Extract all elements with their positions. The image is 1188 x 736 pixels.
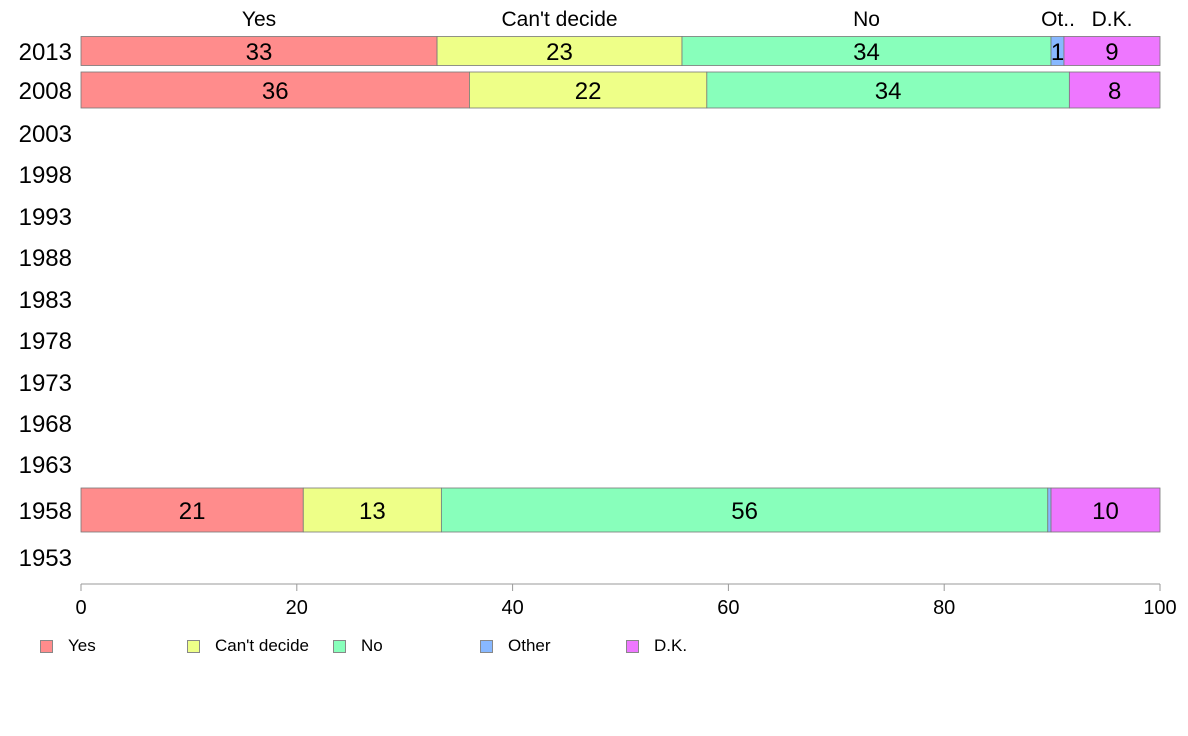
legend-swatch-no xyxy=(333,639,346,653)
y-tick-label: 2003 xyxy=(19,121,72,148)
top-segment-label: Yes xyxy=(242,8,276,31)
legend-item-other: Other xyxy=(480,636,551,656)
x-tick-label: 0 xyxy=(75,597,86,619)
data-label: 56 xyxy=(731,498,758,525)
legend-item-yes: Yes xyxy=(40,636,96,656)
x-tick-label: 40 xyxy=(501,597,523,619)
y-tick-label: 1963 xyxy=(19,452,72,479)
legend-swatch-yes xyxy=(40,639,53,653)
legend-swatch-dk xyxy=(626,639,639,653)
bar-yes-2013 xyxy=(80,36,438,66)
x-tick-label: 20 xyxy=(286,597,308,619)
x-tick-label: 80 xyxy=(933,597,955,619)
y-tick-label: 1973 xyxy=(19,370,72,397)
top-segment-label: Ot.. xyxy=(1041,8,1075,31)
y-tick-label: 1953 xyxy=(19,545,72,572)
data-label: 33 xyxy=(246,39,273,66)
y-tick-label: 1988 xyxy=(19,245,72,272)
bar-d-k-2008 xyxy=(1068,71,1161,109)
bar-no-1958 xyxy=(440,487,1049,533)
bar-yes-1958 xyxy=(80,487,304,533)
x-tick-label: 100 xyxy=(1143,597,1176,619)
y-tick-label: 2008 xyxy=(19,78,72,105)
top-segment-label: Can't decide xyxy=(501,8,617,31)
data-label: 1 xyxy=(1051,39,1064,66)
y-tick-label: 1998 xyxy=(19,162,72,189)
legend-label-yes: Yes xyxy=(68,636,96,655)
legend-label-other: Other xyxy=(508,636,551,655)
y-tick-label: 1968 xyxy=(19,411,72,438)
y-tick-label: 1978 xyxy=(19,328,72,355)
data-label: 36 xyxy=(262,78,289,105)
legend-item-no: No xyxy=(333,636,383,656)
bar-d-k-2013 xyxy=(1063,36,1161,66)
legend: Yes Can't decide No Other D.K. xyxy=(0,636,1188,658)
bar-no-2008 xyxy=(706,71,1070,109)
bar-other-1958 xyxy=(1047,487,1052,533)
bar-d-k-1958 xyxy=(1050,487,1161,533)
data-label: 21 xyxy=(179,498,206,525)
legend-swatch-other xyxy=(480,639,493,653)
bar-no-2013 xyxy=(681,36,1052,66)
data-label: 9 xyxy=(1105,39,1118,66)
y-tick-label: 2013 xyxy=(19,39,72,66)
data-label: 34 xyxy=(875,78,902,105)
data-label: 10 xyxy=(1092,498,1119,525)
legend-item-dk: D.K. xyxy=(626,636,687,656)
top-segment-label: D.K. xyxy=(1092,8,1133,31)
bar-can-t-decide-2008 xyxy=(469,71,708,109)
data-label: 8 xyxy=(1108,78,1121,105)
bar-can-t-decide-2013 xyxy=(436,36,683,66)
top-segment-label: No xyxy=(853,8,880,31)
data-label: 13 xyxy=(359,498,386,525)
bar-yes-2008 xyxy=(80,71,470,109)
bar-can-t-decide-1958 xyxy=(302,487,442,533)
x-tick-label: 60 xyxy=(717,597,739,619)
legend-item-cant-decide: Can't decide xyxy=(187,636,309,656)
data-label: 34 xyxy=(853,39,880,66)
legend-label-cant-decide: Can't decide xyxy=(215,636,309,655)
y-tick-label: 1993 xyxy=(19,204,72,231)
legend-label-no: No xyxy=(361,636,383,655)
y-tick-label: 1958 xyxy=(19,498,72,525)
legend-label-dk: D.K. xyxy=(654,636,688,655)
data-label: 23 xyxy=(546,39,573,66)
data-label: 22 xyxy=(575,78,602,105)
legend-swatch-cant-decide xyxy=(187,639,200,653)
y-tick-label: 1983 xyxy=(19,287,72,314)
